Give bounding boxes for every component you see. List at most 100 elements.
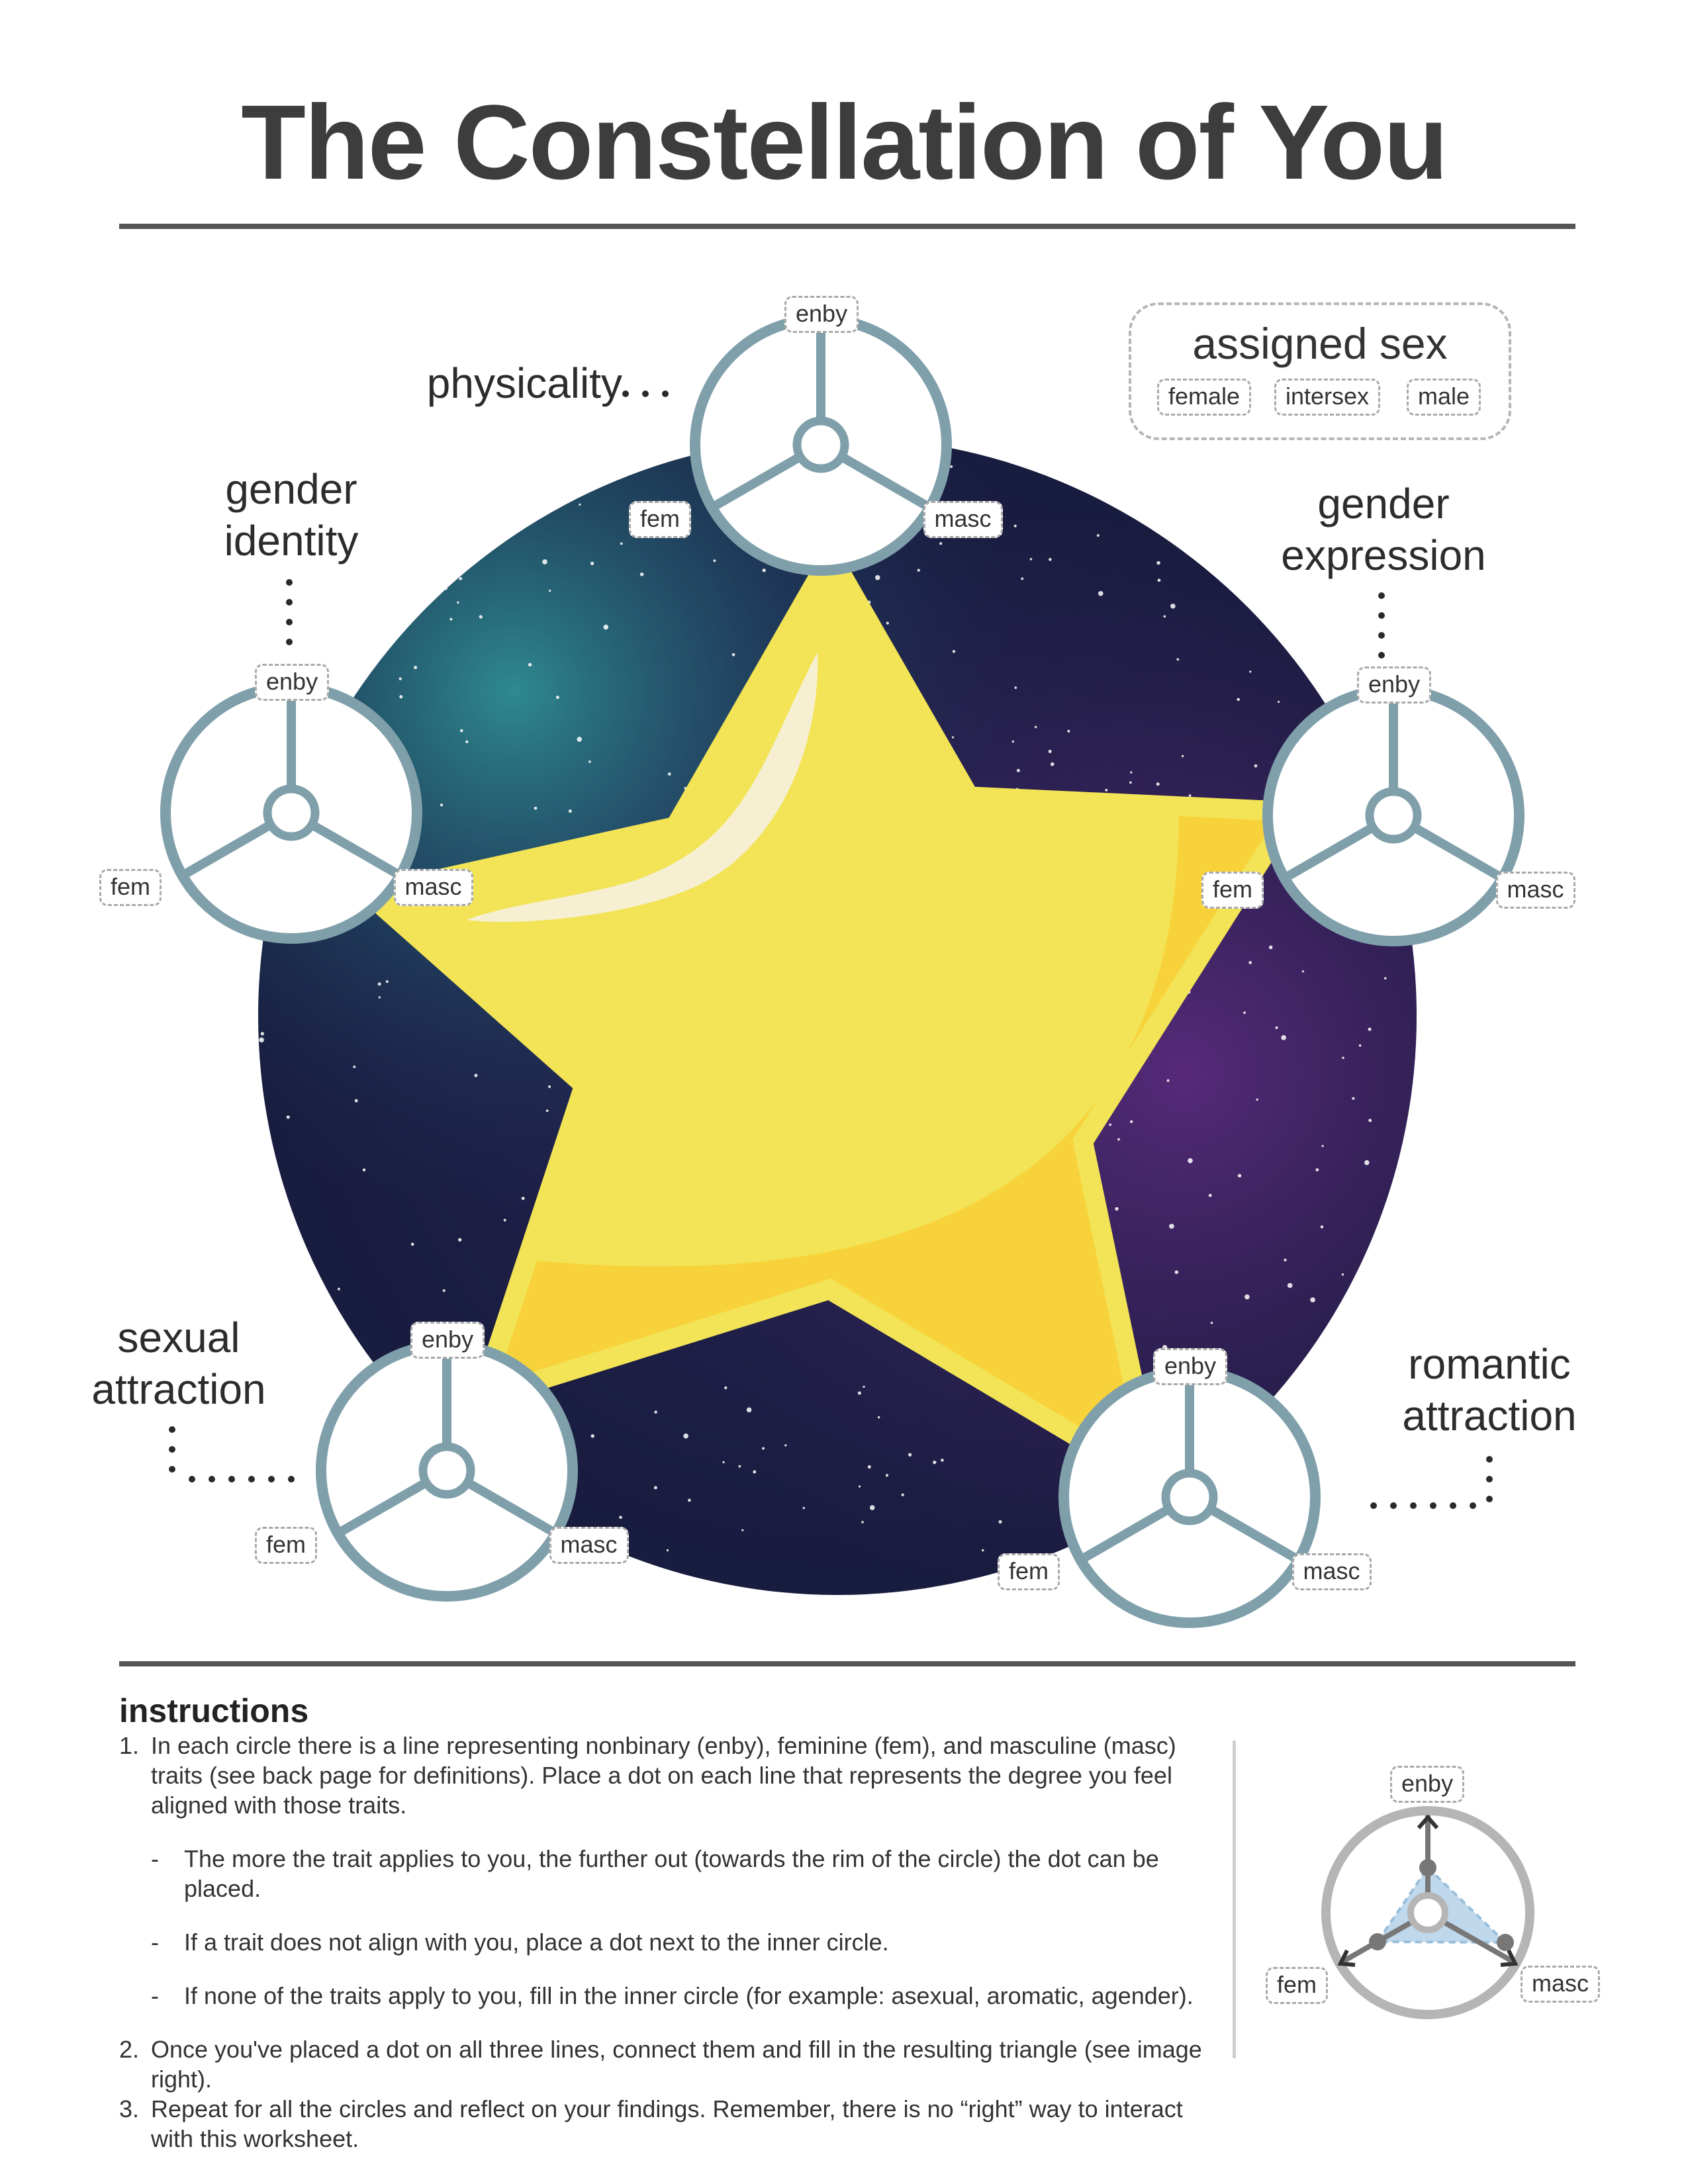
star-dot <box>688 1498 691 1502</box>
star-dot <box>449 617 453 621</box>
assigned-sex-female[interactable]: female <box>1157 379 1252 416</box>
star-dot <box>1293 1381 1297 1385</box>
star-dot <box>1166 1079 1170 1082</box>
fem-spoke[interactable] <box>335 1478 429 1538</box>
assigned-sex-title: assigned sex <box>1192 319 1448 368</box>
star-dot <box>378 996 381 999</box>
step-3-text: Repeat for all the circles and reflect o… <box>151 2095 1183 2152</box>
fem-spoke[interactable] <box>1282 823 1376 883</box>
masc-spoke[interactable] <box>1411 823 1505 883</box>
star-dot <box>1144 449 1149 454</box>
label-physicality: physicality <box>426 359 622 407</box>
star-dot <box>322 1529 328 1534</box>
wheel-sexual-attraction[interactable] <box>316 1340 578 1602</box>
star-dot <box>762 569 766 572</box>
star-dot <box>1340 1338 1346 1344</box>
label-gender-identity: gender identity <box>192 463 391 567</box>
wheel-gender-identity[interactable] <box>160 682 422 944</box>
star-dot <box>1315 1168 1319 1171</box>
masc-spoke[interactable] <box>1207 1504 1301 1565</box>
inner-circle[interactable] <box>263 784 320 841</box>
star-dot <box>1364 1160 1370 1165</box>
sub-2-text: If a trait does not align with you, plac… <box>184 1929 889 1956</box>
assigned-sex-intersex[interactable]: intersex <box>1274 379 1381 416</box>
wheel-romantic-attraction-tag-fem: fem <box>998 1553 1060 1590</box>
star-dot <box>731 653 735 657</box>
fem-spoke[interactable] <box>1078 1504 1172 1565</box>
sub-2-dash: - <box>151 1929 159 1956</box>
page-title: The Constellation of You <box>241 83 1448 201</box>
star-dot <box>590 1434 594 1438</box>
star-dot <box>307 1476 313 1482</box>
star-dot <box>458 1238 462 1242</box>
assigned-sex-male[interactable]: male <box>1407 379 1481 416</box>
star-dot <box>295 1507 299 1510</box>
star-dot <box>746 1407 752 1413</box>
star-dot <box>1288 447 1293 453</box>
inner-circle[interactable] <box>418 1442 475 1499</box>
star-dot <box>1342 1056 1344 1060</box>
masc-spoke[interactable] <box>839 452 933 512</box>
wheel-physicality[interactable] <box>690 314 952 576</box>
inner-circle[interactable] <box>1365 787 1422 844</box>
instruction-step-1: 1. In each circle there is a line repres… <box>119 1731 1218 1820</box>
inner-circle[interactable] <box>1161 1469 1218 1525</box>
star-dot <box>545 1109 549 1113</box>
star-dot <box>917 569 920 572</box>
star-dot <box>653 1486 657 1490</box>
star-dot <box>1208 1193 1212 1197</box>
star-dot <box>306 1583 310 1587</box>
star-dot <box>347 592 350 595</box>
example-tag-enby: enby <box>1390 1766 1465 1803</box>
star-dot <box>1117 462 1121 466</box>
wheel-gender-expression[interactable] <box>1262 684 1524 946</box>
label-sexual-attraction-line2: attraction <box>91 1365 266 1413</box>
step-1-text: In each circle there is a line represent… <box>151 1732 1176 1819</box>
star-dot <box>1188 1158 1193 1163</box>
step-3-number: 3. <box>119 2095 140 2122</box>
star-dot <box>802 1506 805 1510</box>
instruction-sub-2: - If a trait does not align with you, pl… <box>151 1927 1218 1957</box>
star-dot <box>286 1115 290 1119</box>
star-dot <box>528 662 532 667</box>
star-dot <box>353 1065 356 1068</box>
star-dot <box>1048 749 1052 753</box>
bottom-divider <box>119 1661 1575 1666</box>
star-dot <box>555 696 559 700</box>
star-dot <box>542 559 547 565</box>
sub-1-dash: - <box>151 1845 159 1872</box>
label-gender-identity-line1: gender <box>225 465 357 513</box>
star-dot <box>738 1465 741 1468</box>
star-dot <box>1341 1273 1344 1276</box>
fem-spoke[interactable] <box>179 820 273 880</box>
sub-1-text: The more the trait applies to you, the f… <box>184 1845 1159 1902</box>
star-dot <box>1412 1120 1415 1124</box>
star-dot <box>1268 945 1273 950</box>
star-dot <box>459 576 463 580</box>
example-tag-masc: masc <box>1521 1966 1601 2003</box>
wheel-romantic-attraction[interactable] <box>1058 1366 1321 1628</box>
star-dot <box>1153 455 1156 458</box>
star-dot <box>874 574 880 580</box>
wheel-romantic-attraction-tag-enby: enby <box>1153 1348 1228 1385</box>
inner-circle[interactable] <box>792 416 849 473</box>
star-dot <box>1358 1044 1362 1047</box>
wheel-gender-expression-tag-enby: enby <box>1357 666 1432 704</box>
star-dot <box>1244 1294 1250 1300</box>
star-dot <box>1109 1123 1112 1126</box>
star-dot <box>1345 617 1351 622</box>
star-dot <box>1115 1206 1119 1211</box>
star-dot <box>1169 1224 1174 1229</box>
sub-3-text: If none of the traits apply to you, fill… <box>184 1982 1194 2009</box>
fem-spoke[interactable] <box>709 452 803 512</box>
masc-spoke[interactable] <box>465 1478 559 1538</box>
step-1-number: 1. <box>119 1732 140 1759</box>
star-dot <box>982 1549 984 1552</box>
star-dot <box>457 601 459 604</box>
star-dot <box>354 1099 358 1103</box>
star-dot <box>654 1410 657 1414</box>
masc-spoke[interactable] <box>309 820 403 880</box>
example-divider <box>1233 1741 1236 2058</box>
star-dot <box>1011 740 1015 743</box>
